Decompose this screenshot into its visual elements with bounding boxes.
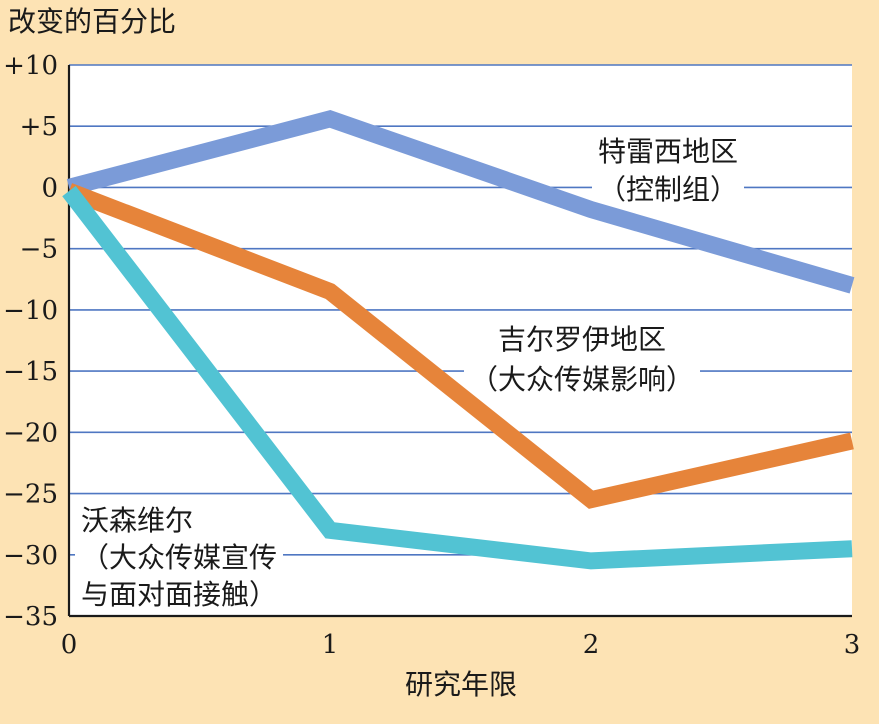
series-label-line: 特雷西地区: [598, 135, 738, 168]
series-line-gilroy: [65, 183, 854, 509]
series-label-line: 沃森维尔: [81, 504, 193, 537]
y-tick-label: −20: [3, 418, 58, 448]
series-label-line: 与面对面接触）: [81, 578, 277, 611]
y-tick-label: −25: [3, 480, 58, 510]
series-label-line: （大众传媒影响）: [470, 363, 694, 396]
y-tick-label: −10: [3, 296, 58, 326]
y-axis-title: 改变的百分比: [8, 5, 176, 38]
series-label-line: 吉尔罗伊地区: [498, 323, 666, 356]
series-label-background: [591, 133, 745, 208]
series-label-background: [463, 321, 701, 398]
x-tick-label: 2: [583, 630, 600, 660]
x-tick-label: 0: [61, 630, 78, 660]
series-label-line: （大众传媒宣传: [81, 541, 277, 574]
y-tick-label: −15: [3, 357, 58, 387]
axis-layer: [67, 65, 852, 618]
y-tick-label: −5: [20, 235, 58, 265]
x-tick-label: 1: [322, 630, 339, 660]
x-tick-label: 3: [844, 630, 861, 660]
series-line-tracy: [66, 110, 855, 294]
label-background-layer: [75, 133, 745, 613]
y-tick-label: +10: [3, 51, 58, 81]
series-layer: [62, 110, 855, 570]
x-axis-title: 研究年限: [405, 668, 517, 701]
series-label-gilroy: 吉尔罗伊地区 （大众传媒影响）: [470, 323, 694, 396]
series-label-line: （控制组）: [598, 173, 738, 206]
y-tick-label: −35: [3, 602, 58, 632]
text-layer: 改变的百分比 研究年限 +10+50−5−10−15−20−25−30−350 1…: [3, 5, 860, 701]
series-label-tracy: 特雷西地区 （控制组）: [598, 135, 738, 206]
y-tick-label: 0: [41, 173, 58, 203]
series-label-background: [75, 502, 284, 613]
y-tick-label: −30: [3, 541, 58, 571]
series-line-watsonville: [62, 185, 853, 570]
y-tick-label: +5: [20, 112, 58, 142]
